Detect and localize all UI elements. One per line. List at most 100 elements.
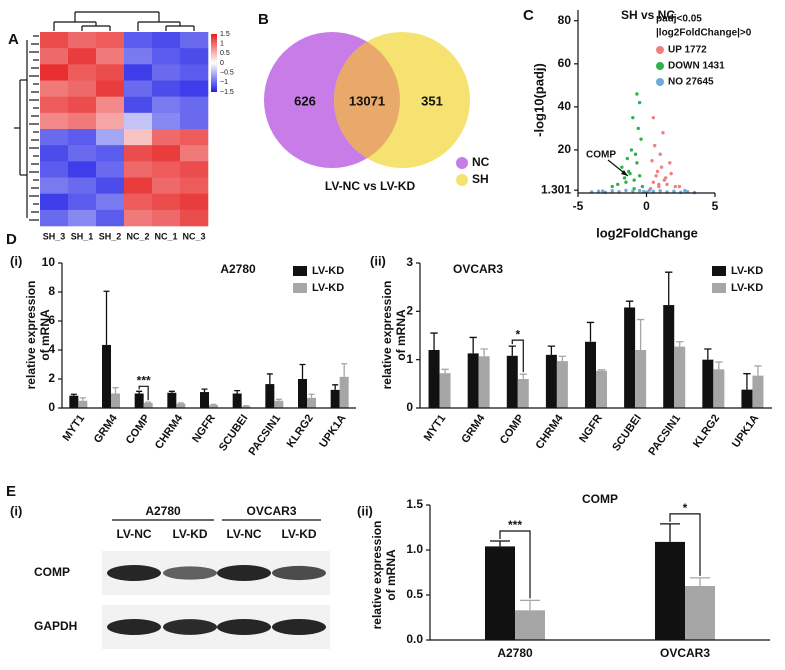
error-bar xyxy=(234,389,241,394)
point xyxy=(636,126,640,131)
chart-title: OVCAR3 xyxy=(453,262,503,276)
y-tick-label: 2 xyxy=(406,304,413,318)
heat-cell xyxy=(124,129,153,146)
x-tick-label: A2780 xyxy=(497,646,533,660)
chart-title: COMP xyxy=(582,492,618,506)
bar xyxy=(134,393,144,408)
error-bar xyxy=(145,401,152,403)
heat-cell xyxy=(40,161,69,178)
lane-label: LV-KD xyxy=(172,527,207,541)
heat-cell xyxy=(124,112,153,130)
error-bar xyxy=(625,300,634,308)
heat-cell xyxy=(180,193,209,211)
chart-title: SH vs NC xyxy=(621,8,675,22)
point xyxy=(668,161,672,165)
bar xyxy=(478,356,490,408)
heat-cell xyxy=(96,96,125,114)
point xyxy=(633,152,638,156)
legend-label: LV-KD xyxy=(312,265,344,277)
error-bar xyxy=(660,523,680,542)
heat-cell xyxy=(68,129,97,146)
colorbar-tick-label: −1.5 xyxy=(220,89,234,96)
venn-count: 626 xyxy=(294,93,316,108)
bar xyxy=(635,350,647,408)
error-bar xyxy=(168,390,175,393)
bar xyxy=(674,346,686,408)
blot-band xyxy=(107,619,161,635)
significance-label: * xyxy=(515,327,520,341)
legend-label: LV-KD xyxy=(731,282,763,294)
heat-cell xyxy=(180,48,209,65)
y-tick-label: 2 xyxy=(48,371,55,385)
x-tick-label: COMP xyxy=(498,413,527,447)
heat-cell xyxy=(68,64,97,81)
heat-cell xyxy=(180,161,209,178)
point xyxy=(629,148,634,152)
error-bar xyxy=(715,361,723,370)
error-bar xyxy=(636,318,645,350)
column-label: NC_3 xyxy=(182,231,205,241)
legend-label: UP 1772 xyxy=(668,45,707,56)
heat-cell xyxy=(40,129,69,146)
bar xyxy=(624,307,636,408)
heat-cell xyxy=(152,177,181,194)
y-axis-label: of mRNA xyxy=(384,549,398,601)
point xyxy=(650,159,654,163)
error-bar xyxy=(469,336,477,354)
y-tick-label: 0.0 xyxy=(406,632,423,646)
y-tick-label: 20 xyxy=(558,142,572,156)
bar xyxy=(585,341,596,408)
legend-marker xyxy=(656,46,664,54)
bar xyxy=(428,350,440,408)
error-bar xyxy=(112,387,119,394)
point xyxy=(655,169,660,174)
bar xyxy=(741,389,753,408)
y-tick-label: 6 xyxy=(48,313,55,327)
legend-marker xyxy=(293,266,307,276)
bar xyxy=(241,406,251,408)
bar xyxy=(517,379,529,408)
blot-band xyxy=(217,619,271,635)
error-bar xyxy=(597,369,606,371)
blot-band xyxy=(163,566,217,580)
heat-cell xyxy=(68,209,97,227)
legend-label: SH xyxy=(472,172,489,186)
heat-cell xyxy=(152,64,181,81)
heat-cell xyxy=(40,209,69,227)
heat-cell xyxy=(124,161,153,178)
point xyxy=(624,188,628,193)
blot-band xyxy=(217,565,271,581)
error-bar xyxy=(341,363,348,377)
point xyxy=(625,156,630,161)
legend-label: NC xyxy=(472,155,490,169)
point xyxy=(624,180,628,184)
heat-cell xyxy=(96,48,125,65)
bar xyxy=(78,400,88,408)
legend-label: NO 27645 xyxy=(668,77,714,88)
point xyxy=(672,189,676,193)
bar xyxy=(467,353,479,408)
bar xyxy=(176,403,186,408)
significance-label: *** xyxy=(137,373,151,387)
heat-cell xyxy=(96,129,125,146)
x-tick-label: PACSIN1 xyxy=(646,413,683,458)
panel-letter: D xyxy=(6,231,17,248)
heat-cell xyxy=(180,209,209,227)
x-tick-label: SCUBEI xyxy=(217,413,251,454)
bar xyxy=(655,541,685,640)
panel-sublabel: (i) xyxy=(10,253,22,268)
point xyxy=(657,182,661,187)
y-tick-label: 60 xyxy=(558,56,572,70)
x-tick-label: NGFR xyxy=(577,412,605,444)
heat-cell xyxy=(68,161,97,178)
axis-line xyxy=(429,505,770,641)
bar xyxy=(274,400,284,408)
heat-cell xyxy=(124,48,153,65)
panel-letter: E xyxy=(6,483,16,500)
x-tick-label: UPK1A xyxy=(730,412,761,449)
point xyxy=(654,174,658,178)
legend-marker xyxy=(456,174,468,186)
error-bar xyxy=(308,393,315,398)
heat-cell xyxy=(124,32,153,49)
